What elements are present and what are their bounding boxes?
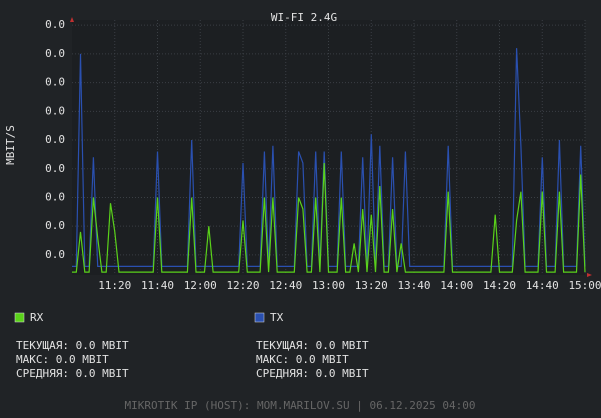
x-tick-label: 12:00: [184, 279, 217, 292]
y-tick-label: 0.0: [45, 104, 65, 117]
y-tick-label: 0.0: [45, 219, 65, 232]
legend-label: TX: [270, 311, 284, 324]
x-tick-label: 12:20: [226, 279, 259, 292]
x-tick-label: 14:40: [526, 279, 559, 292]
legend-stat: СРЕДНЯЯ: 0.0 MBIT: [16, 367, 129, 380]
x-tick-label: 13:20: [355, 279, 388, 292]
x-tick-label: 11:20: [98, 279, 131, 292]
y-tick-label: 0.0: [45, 47, 65, 60]
legend-stat: МАКС: 0.0 MBIT: [16, 353, 109, 366]
y-tick-label: 0.0: [45, 76, 65, 89]
y-tick-label: 0.0: [45, 248, 65, 261]
axis-arrow: [70, 17, 74, 22]
legend-stat: ТЕКУЩАЯ: 0.0 MBIT: [16, 339, 129, 352]
x-tick-label: 13:40: [397, 279, 430, 292]
legend-swatch: [254, 312, 265, 323]
x-tick-label: 15:00: [568, 279, 601, 292]
y-tick-label: 0.0: [45, 190, 65, 203]
y-axis-label: MBIT/S: [4, 125, 17, 165]
legend-label: RX: [30, 311, 44, 324]
x-tick-label: 14:20: [483, 279, 516, 292]
chart-title: WI-FI 2.4G: [271, 11, 337, 24]
legend-stat: МАКС: 0.0 MBIT: [256, 353, 349, 366]
x-tick-label: 11:40: [141, 279, 174, 292]
axis-arrow: [587, 273, 592, 277]
x-tick-label: 12:40: [269, 279, 302, 292]
y-tick-label: 0.0: [45, 133, 65, 146]
footer: MIKROTIK IP (HOST): MOM.MARILOV.SU | 06.…: [125, 399, 476, 412]
x-tick-label: 14:00: [440, 279, 473, 292]
legend-swatch: [14, 312, 25, 323]
x-tick-label: 13:00: [312, 279, 345, 292]
y-tick-label: 0.0: [45, 18, 65, 31]
y-tick-label: 0.0: [45, 162, 65, 175]
legend-stat: ТЕКУЩАЯ: 0.0 MBIT: [256, 339, 369, 352]
series-line: [72, 162, 586, 273]
legend-stat: СРЕДНЯЯ: 0.0 MBIT: [256, 367, 369, 380]
